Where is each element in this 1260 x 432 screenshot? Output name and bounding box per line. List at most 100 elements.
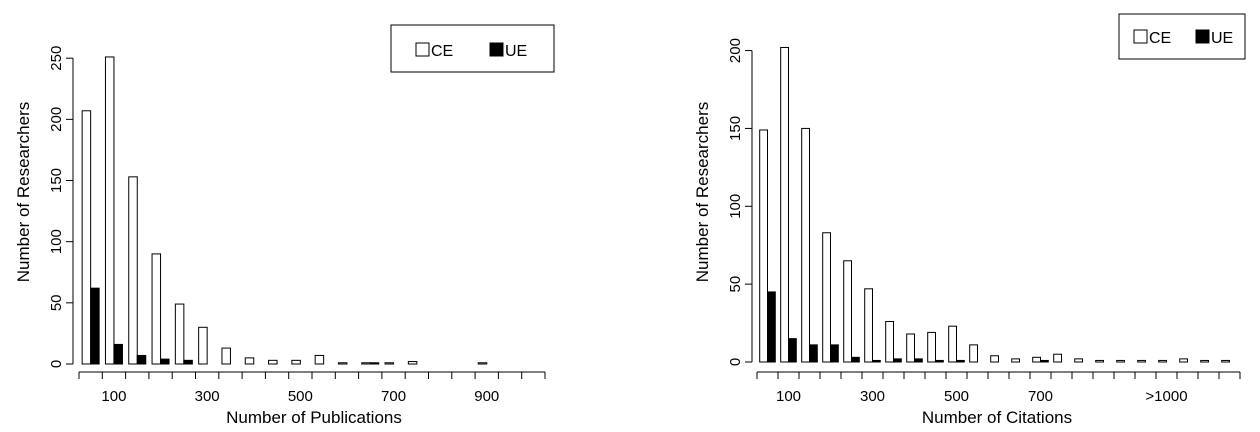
bar-ce — [780, 46, 789, 363]
bars — [759, 46, 1231, 363]
bar-ce — [477, 362, 488, 365]
bars — [81, 56, 488, 365]
y-tick-label: 100 — [48, 229, 65, 254]
bar-ce — [128, 176, 138, 365]
bar-ce — [104, 56, 115, 365]
bar-ue — [956, 359, 965, 363]
bar-ce — [822, 232, 831, 363]
bar-ce — [361, 362, 371, 365]
bar-ce — [268, 359, 278, 365]
bar-ce — [291, 359, 301, 365]
bar-ue — [90, 287, 100, 365]
bar-ce — [948, 325, 958, 363]
x-tick-label: 100 — [776, 388, 801, 405]
bar-ce — [864, 288, 873, 363]
x-tick-label: 900 — [474, 388, 499, 405]
y-axis-title: Number of Researchers — [14, 102, 33, 282]
bar-ce — [1221, 359, 1231, 363]
bar-ce — [927, 331, 937, 363]
x-axis: 100 300 500 700 900 — [78, 371, 546, 405]
bar-ce — [337, 362, 348, 365]
bar-ce — [1095, 359, 1105, 363]
bar-ue — [136, 354, 147, 365]
bar-ue — [872, 359, 881, 363]
x-tick-label: 300 — [195, 388, 220, 405]
bar-ce — [990, 355, 1000, 363]
citations-histogram: 0 50 100 150 200 100 300 500 700 >1000 Number of… — [693, 13, 1246, 427]
bar-ce — [1032, 356, 1042, 363]
bar-ue — [893, 358, 902, 363]
x-axis-title: Number of Citations — [922, 408, 1072, 427]
bar-ue — [830, 344, 839, 363]
x-tick-label: 700 — [1028, 388, 1053, 405]
legend-swatch-ce — [415, 42, 430, 57]
legend-swatch-ue — [489, 42, 504, 57]
bar-ce — [843, 260, 852, 363]
bar-ce — [801, 127, 810, 363]
legend-swatch-ue — [1195, 29, 1210, 44]
x-tick-label: 500 — [288, 388, 313, 405]
y-tick-label: 0 — [727, 358, 744, 366]
bar-ce — [969, 344, 979, 363]
y-tick-label: 200 — [727, 38, 744, 63]
x-tick-label: 300 — [860, 388, 885, 405]
x-axis: 100 300 500 700 >1000 — [756, 371, 1241, 405]
bar-ce — [221, 347, 231, 365]
x-tick-label: 100 — [101, 388, 126, 405]
bar-ce — [759, 129, 768, 363]
y-tick-label: 150 — [727, 116, 744, 141]
x-tick-label: 700 — [381, 388, 406, 405]
bar-ue — [183, 359, 193, 365]
x-tick-label: 500 — [944, 388, 969, 405]
x-tick-label: >1000 — [1145, 388, 1187, 405]
y-tick-label: 0 — [48, 360, 65, 368]
bar-ce — [885, 321, 894, 363]
y-tick-label: 50 — [727, 276, 744, 293]
y-tick-label: 50 — [48, 294, 65, 311]
bar-ce — [174, 303, 185, 365]
bar-ue — [113, 343, 123, 365]
bar-ue — [160, 358, 170, 365]
y-axis: 0 50 100 150 200 — [727, 38, 753, 366]
bar-ue — [935, 359, 944, 363]
y-tick-label: 200 — [48, 107, 65, 132]
bar-ce — [244, 357, 255, 365]
legend-swatch-ce — [1133, 29, 1148, 44]
bar-ce — [151, 253, 162, 365]
y-tick-label: 250 — [48, 46, 65, 71]
legend-box — [390, 24, 555, 73]
bar-ce — [906, 333, 916, 363]
bar-ue — [767, 291, 776, 363]
bar-ue — [369, 362, 380, 365]
y-axis: 0 50 100 150 200 250 — [48, 46, 74, 368]
bar-ce — [314, 354, 325, 365]
legend-label-ce: CE — [431, 43, 453, 60]
bar-ue — [851, 356, 860, 363]
bar-ce — [384, 362, 395, 365]
y-axis-title: Number of Researchers — [693, 102, 712, 282]
publications-histogram: 0 50 100 150 200 250 100 300 500 700 900 Number o… — [14, 24, 555, 427]
y-tick-label: 150 — [48, 168, 65, 193]
y-tick-label: 100 — [727, 194, 744, 219]
bar-ue — [1040, 359, 1049, 363]
legend: CE UE — [1118, 13, 1246, 60]
bar-ce — [1137, 359, 1147, 363]
bar-ce — [1074, 358, 1084, 363]
bar-ce — [81, 110, 92, 365]
legend-label-ce: CE — [1149, 30, 1171, 47]
x-axis-title: Number of Publications — [226, 408, 402, 427]
bar-ce — [1200, 359, 1210, 363]
legend-label-ue: UE — [1211, 30, 1233, 47]
bar-ue — [788, 338, 797, 363]
bar-ce — [1179, 358, 1189, 363]
bar-ce — [1116, 359, 1126, 363]
bar-ue — [914, 358, 923, 363]
bar-ce — [1158, 359, 1168, 363]
bar-ce — [1053, 353, 1063, 363]
bar-ce — [1011, 358, 1021, 363]
bar-ce — [198, 326, 208, 365]
bar-ce — [407, 361, 418, 365]
legend: CE UE — [390, 24, 555, 73]
bar-ue — [809, 344, 818, 363]
legend-label-ue: UE — [505, 43, 527, 60]
